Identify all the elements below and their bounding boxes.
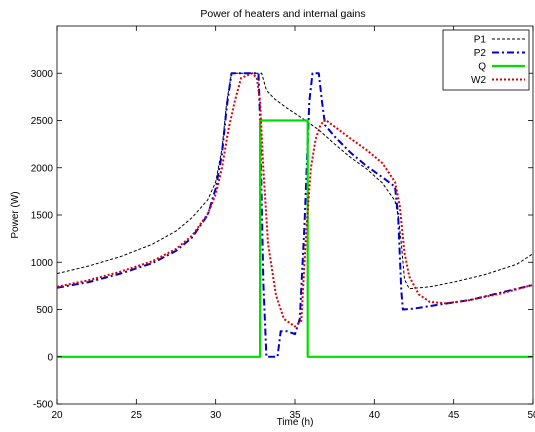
x-tick-label: 25 [131,410,143,421]
x-tick-label: 35 [289,410,301,421]
y-axis-label: Power (W) [10,191,21,238]
legend-label-p2: P2 [474,48,487,59]
series-line-w2 [57,72,533,328]
y-tick-label: 1000 [31,258,54,269]
y-tick-label: -500 [33,400,53,411]
series-line-p1 [57,72,533,290]
y-tick-label: 500 [36,305,53,316]
legend-label-p1: P1 [474,35,487,46]
x-tick-label: 40 [369,410,381,421]
y-tick-label: 3000 [31,69,54,80]
series-layer [57,72,533,358]
chart-title: Power of heaters and internal gains [200,8,365,20]
x-tick-label: 20 [51,410,63,421]
legend-label-w2: W2 [471,75,486,86]
legend-box [442,29,530,91]
series-line-q [57,119,533,358]
x-axis: 20 25 30 35 40 45 50 [51,26,535,421]
y-tick-label: 2000 [31,163,54,174]
y-tick-label: 1500 [31,211,54,222]
legend-label-q: Q [478,62,486,73]
y-axis: -500 0 500 1000 1500 2000 2500 3000 [31,69,533,411]
x-tick-label: 45 [448,410,460,421]
x-tick-label: 30 [210,410,222,421]
y-tick-label: 2500 [31,116,54,127]
x-tick-label: 50 [527,410,535,421]
x-axis-label: Time (h) [277,417,314,428]
legend: P1 P2 Q W2 [442,29,530,91]
y-tick-label: 0 [47,352,53,363]
